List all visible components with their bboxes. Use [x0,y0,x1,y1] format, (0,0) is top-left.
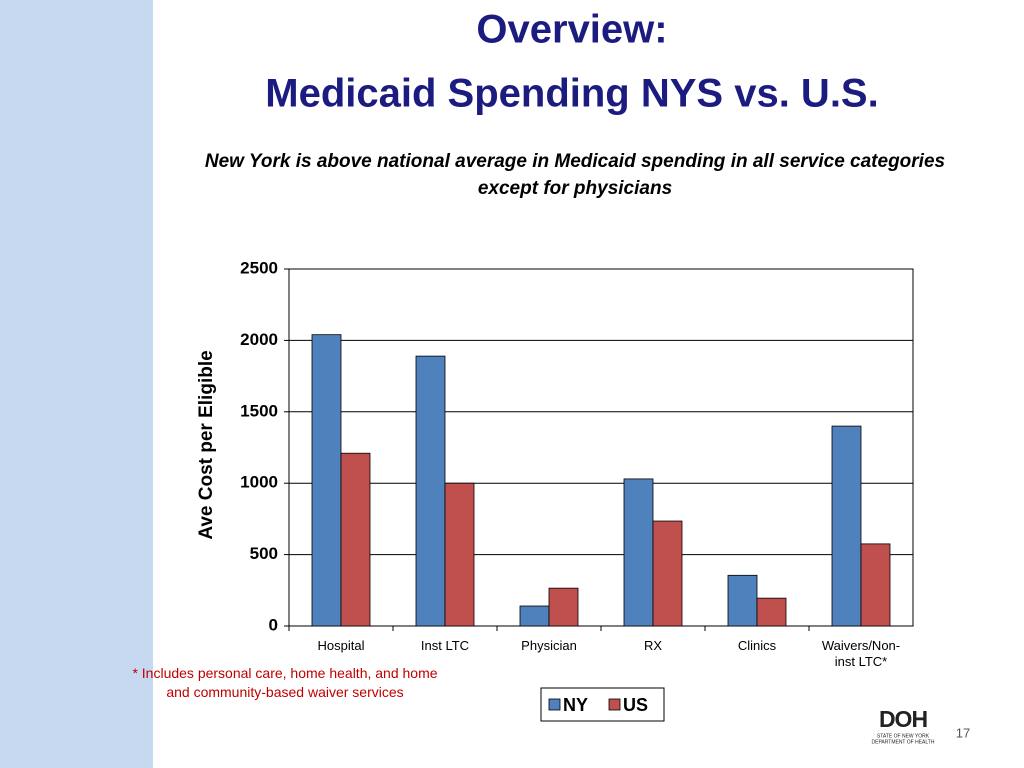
footnote: * Includes personal care, home health, a… [132,665,438,700]
y-tick-label: 1000 [240,473,278,492]
y-tick-label: 0 [269,615,278,634]
x-tick-label: Hospital [317,638,365,653]
subtitle: New York is above national average in Me… [204,151,946,199]
bar [652,520,683,627]
side-band [0,0,153,768]
bar [311,334,342,627]
bar [340,452,371,627]
bar [727,574,758,627]
x-tick-label: Clinics [737,638,777,653]
logo: DOH STATE OF NEW YORK DEPARTMENT OF HEAL… [872,706,935,745]
x-tick-label: Waivers/Non-inst LTC* [821,638,901,669]
bar [860,543,891,627]
legend-label: NY [563,695,588,715]
page-number: 17 [956,725,970,740]
legend [540,687,665,722]
bar [756,597,787,627]
x-tick-label: Physician [521,638,577,653]
bar [831,425,862,627]
y-tick-label: 1500 [240,401,278,420]
logo-text: STATE OF NEW YORK [877,733,930,739]
bar [623,478,654,627]
bar [519,605,550,627]
bar [444,482,475,627]
legend-swatch [548,698,561,711]
y-tick-label: 2500 [240,258,278,277]
x-tick-label: Inst LTC [420,638,470,653]
y-axis-label: Ave Cost per Eligible [196,350,217,539]
bar [415,355,446,627]
title: Overview: [476,8,667,52]
x-tick-label: RX [643,638,663,653]
plot-frame [288,268,914,627]
logo-mark: DOH [879,706,928,732]
legend-label: US [623,695,648,715]
y-tick-label: 2000 [240,330,278,349]
title: Medicaid Spending NYS vs. U.S. [265,72,878,116]
bar [548,587,579,627]
logo-text: DEPARTMENT OF HEALTH [872,739,935,745]
legend-swatch [608,698,621,711]
y-tick-label: 500 [250,544,278,563]
